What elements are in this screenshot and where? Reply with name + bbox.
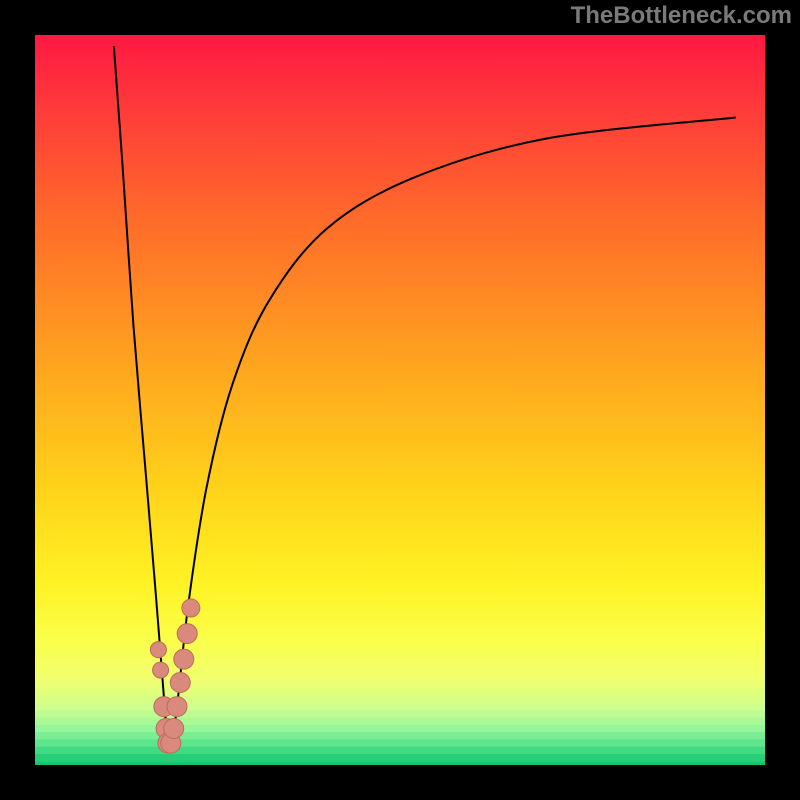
curve-marker [153,662,169,678]
watermark-text: TheBottleneck.com [571,2,792,30]
chart-container: TheBottleneck.com [0,0,800,800]
curve-marker [150,642,166,658]
curve-marker [164,719,184,739]
gradient-bands [35,659,765,762]
bottleneck-chart [0,0,800,800]
curve-marker [167,697,187,717]
curve-marker [170,673,190,693]
curve-marker [174,649,194,669]
curve-marker [177,624,197,644]
curve-marker [182,599,200,617]
gradient-background [35,35,765,765]
plot-area [35,35,765,765]
